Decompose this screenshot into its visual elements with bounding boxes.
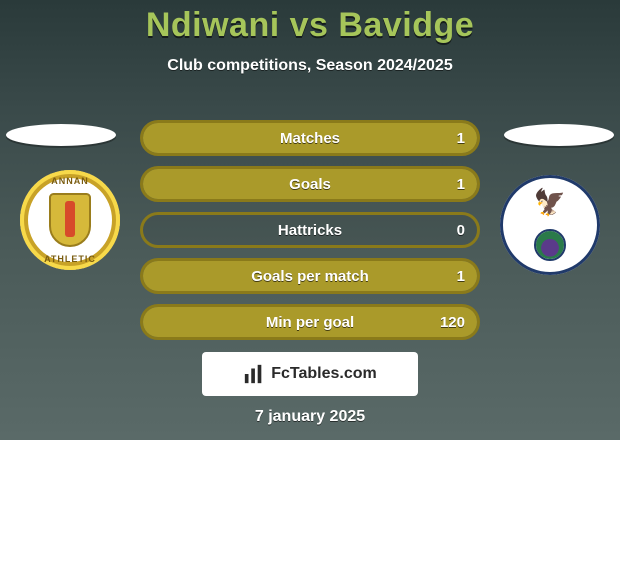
stat-row: Min per goal 120 [140, 304, 480, 340]
stat-value-right: 0 [457, 222, 465, 239]
stat-label: Matches [280, 130, 340, 147]
crest-left-top-text: ANNAN [51, 176, 89, 186]
shadow-oval-left [6, 124, 116, 146]
stat-label: Goals [289, 176, 331, 193]
brand-label: FcTables.com [271, 365, 377, 383]
stat-label: Hattricks [278, 222, 342, 239]
brand-badge: FcTables.com [202, 352, 418, 396]
comparison-card: Ndiwani vs Bavidge Club competitions, Se… [0, 0, 620, 440]
subtitle: Club competitions, Season 2024/2025 [0, 57, 620, 75]
team-crest-left: ANNAN ATHLETIC [20, 170, 120, 270]
stat-value-right: 1 [457, 268, 465, 285]
stat-row: Goals per match 1 [140, 258, 480, 294]
stat-value-right: 120 [440, 314, 465, 331]
thistle-icon [536, 231, 564, 259]
team-crest-right: 🦅 [500, 175, 600, 275]
stat-label: Goals per match [251, 268, 369, 285]
stat-value-right: 1 [457, 176, 465, 193]
snapshot-date: 7 january 2025 [255, 408, 365, 426]
eagle-icon: 🦅 [534, 187, 566, 218]
inverness-crest-icon: 🦅 [500, 175, 600, 275]
stat-label: Min per goal [266, 314, 354, 331]
annan-crest-icon: ANNAN ATHLETIC [20, 170, 120, 270]
stat-row: Hattricks 0 [140, 212, 480, 248]
stat-row: Matches 1 [140, 120, 480, 156]
page-title: Ndiwani vs Bavidge [0, 0, 620, 45]
crest-shield-icon [49, 193, 91, 247]
stat-value-right: 1 [457, 130, 465, 147]
shadow-oval-right [504, 124, 614, 146]
stat-row: Goals 1 [140, 166, 480, 202]
stats-container: Matches 1 Goals 1 Hattricks 0 Goals per match 1… [140, 120, 480, 350]
crest-left-bottom-text: ATHLETIC [44, 254, 96, 264]
bar-chart-icon [243, 363, 265, 385]
